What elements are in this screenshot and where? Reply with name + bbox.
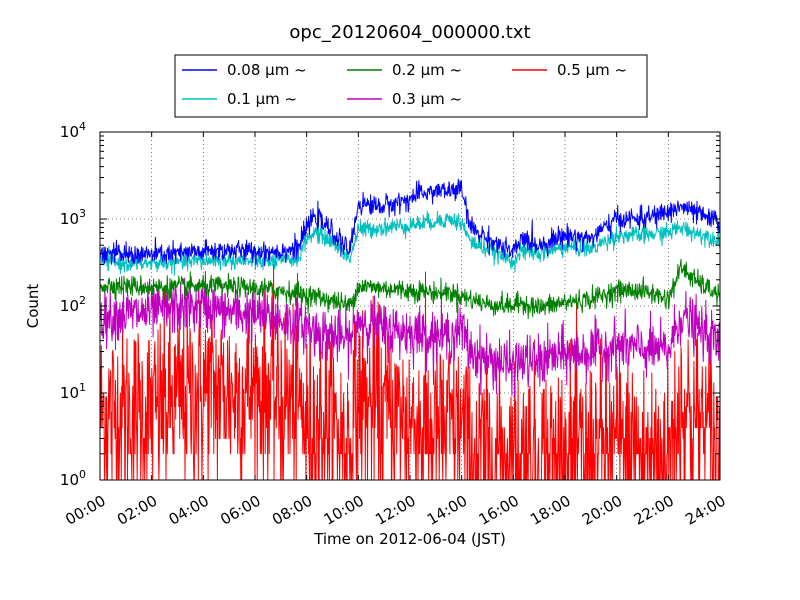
y-tick-label: 100 (60, 468, 86, 489)
y-tick-label: 104 (60, 120, 86, 141)
y-axis-label: Count (24, 284, 42, 329)
y-tick-label: 103 (60, 207, 86, 228)
y-tick-exponent: 0 (79, 468, 86, 481)
series-line-0 (99, 178, 721, 267)
series-layer (99, 178, 721, 481)
legend-label-4: 0.5 μm ~ (557, 61, 627, 79)
y-tick-base: 10 (60, 384, 79, 402)
legend: 0.08 μm ~ 0.1 μm ~ 0.2 μm ~ 0.3 μm ~ 0.5 μm … (174, 54, 648, 118)
legend-label-3: 0.3 μm ~ (392, 90, 462, 108)
y-tick-label: 102 (60, 294, 86, 315)
ticks-layer (99, 131, 721, 481)
series-line-4 (99, 264, 721, 481)
legend-label-0: 0.08 μm ~ (227, 61, 307, 79)
legend-label-1: 0.1 μm ~ (227, 90, 297, 108)
chart-title: opc_20120604_000000.txt (289, 22, 530, 43)
y-tick-base: 10 (60, 210, 79, 228)
y-tick-exponent: 3 (79, 207, 86, 220)
legend-label-2: 0.2 μm ~ (392, 61, 462, 79)
y-tick-label: 101 (60, 381, 86, 402)
x-axis-label: Time on 2012-06-04 (JST) (313, 530, 506, 548)
y-tick-base: 10 (60, 297, 79, 315)
series-line-1 (99, 210, 721, 276)
y-tick-exponent: 1 (79, 381, 86, 394)
series-line-3 (99, 277, 721, 398)
legend-box (174, 54, 648, 118)
y-tick-base: 10 (60, 471, 79, 489)
y-tick-exponent: 2 (79, 294, 86, 307)
y-tick-exponent: 4 (79, 120, 86, 133)
series-line-2 (99, 258, 721, 319)
y-tick-base: 10 (60, 123, 79, 141)
